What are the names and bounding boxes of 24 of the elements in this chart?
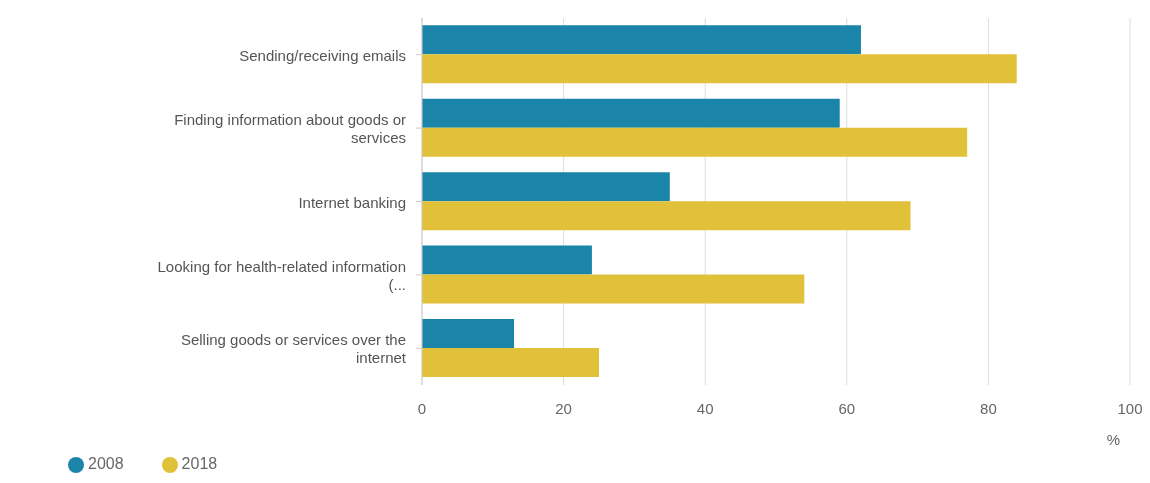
bar [422, 318, 515, 348]
legend-label: 2008 [88, 455, 124, 472]
x-tick-label: 0 [417, 399, 427, 417]
bar [422, 172, 670, 202]
x-axis-title: % [1106, 431, 1120, 448]
y-tick-label: Internet banking [298, 193, 406, 210]
bar [422, 245, 592, 275]
bar [422, 127, 968, 157]
bar [422, 54, 1017, 84]
bar [422, 25, 861, 55]
y-tick-label: Selling goods or services over the internet [180, 330, 407, 366]
bar [422, 274, 805, 304]
bar [422, 98, 840, 128]
x-tick-label: 100 [1117, 399, 1143, 417]
legend-label: 2018 [181, 455, 218, 472]
x-tick-label: 40 [696, 399, 714, 417]
x-tick-label: 60 [838, 399, 856, 417]
y-tick-label: Sending/receiving emails [239, 46, 406, 64]
y-tick-label: Finding information about goods or services [174, 110, 406, 146]
bar [422, 347, 599, 377]
bar [422, 201, 911, 231]
x-tick-label: 80 [980, 399, 997, 417]
y-tick-label: Looking for health-related information (... [157, 257, 406, 293]
x-tick-label: 20 [555, 399, 572, 417]
